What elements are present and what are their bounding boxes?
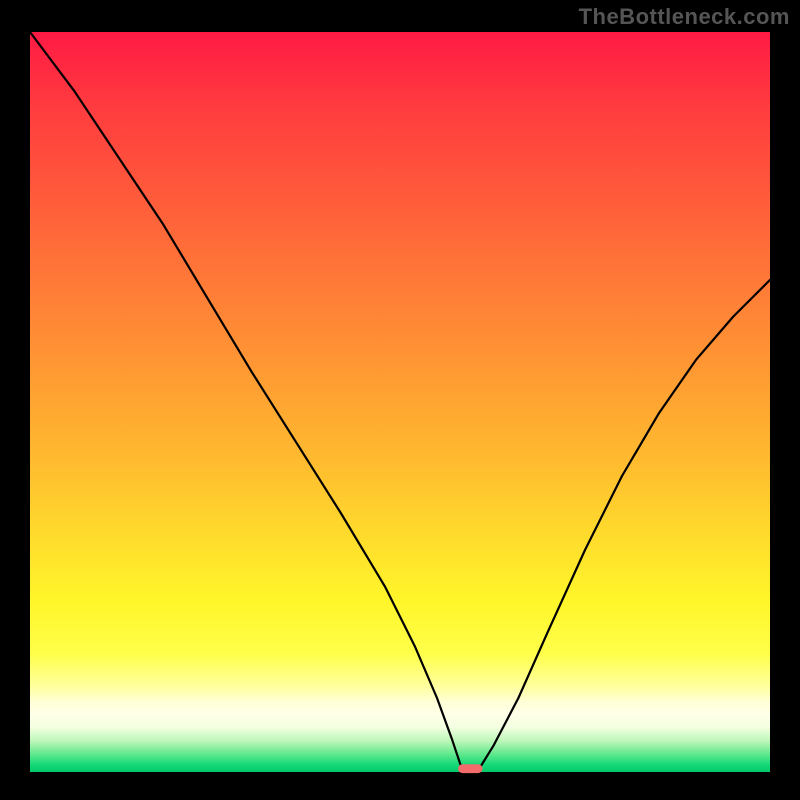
plot-background <box>30 32 770 772</box>
optimal-marker-pill <box>458 764 482 773</box>
watermark-text: TheBottleneck.com <box>579 4 790 30</box>
bottleneck-chart-svg <box>0 0 800 800</box>
chart-container: TheBottleneck.com <box>0 0 800 800</box>
